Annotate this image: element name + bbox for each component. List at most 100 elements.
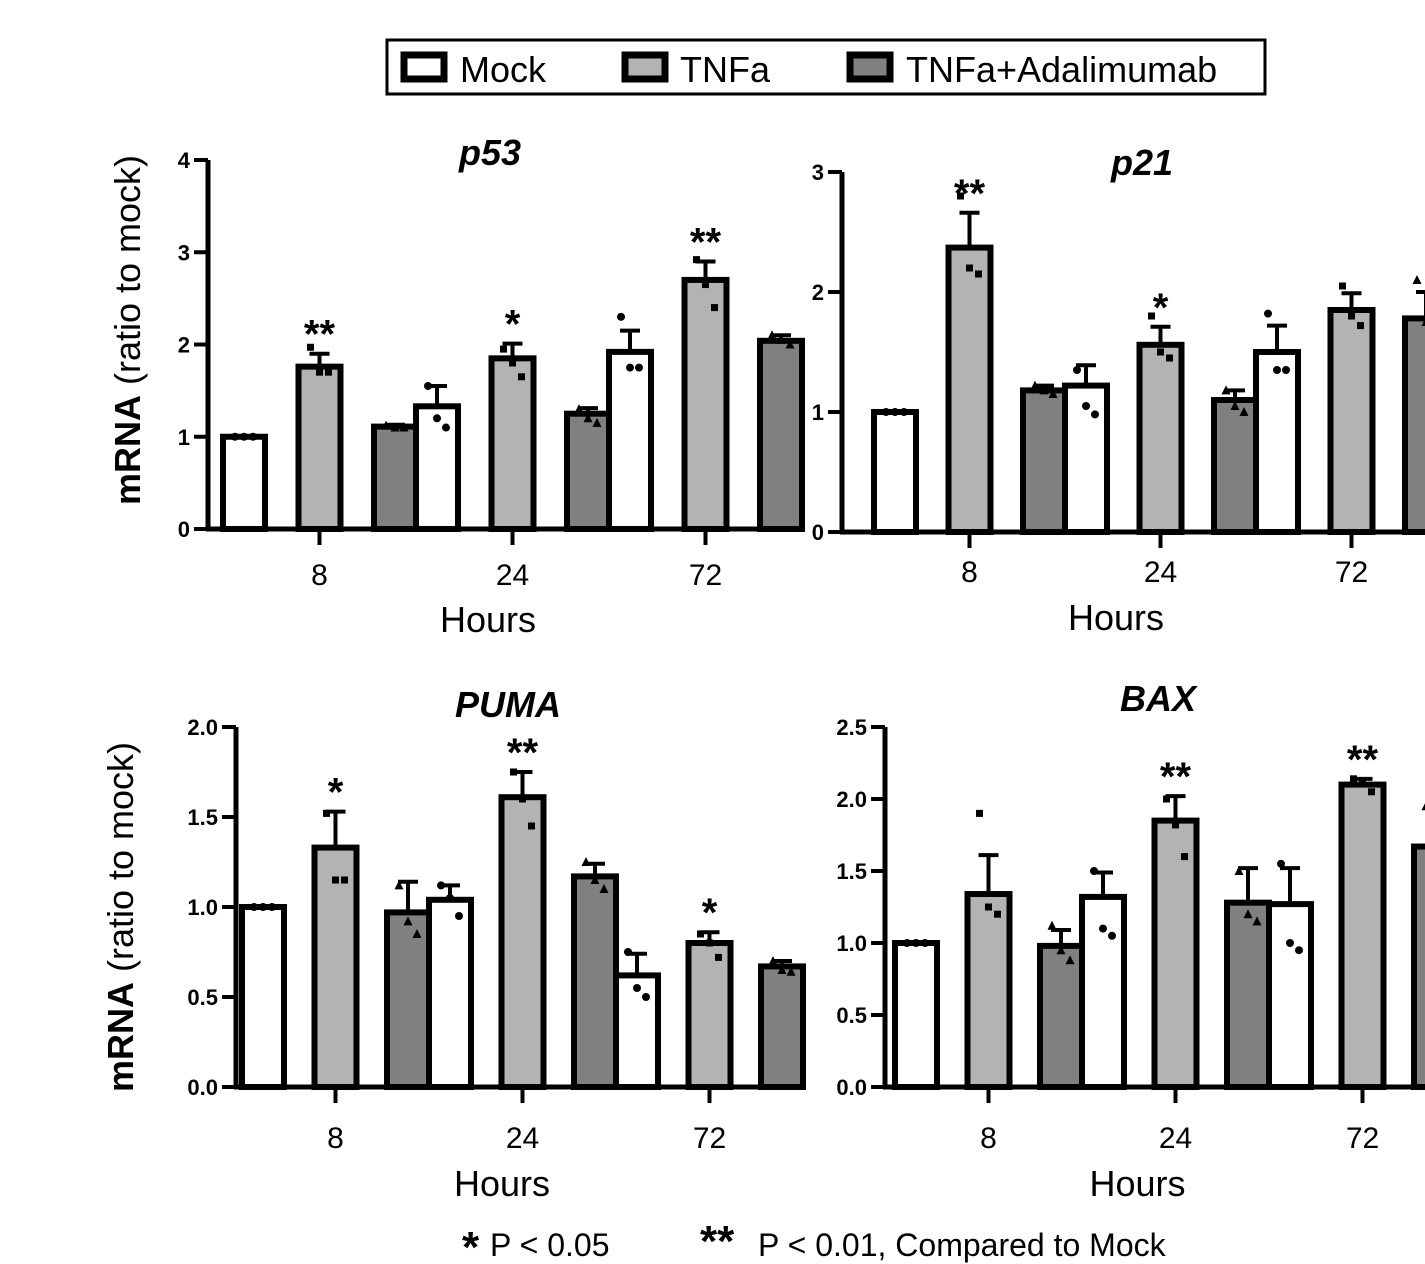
- data-point: [921, 939, 929, 947]
- bar-adalimumab: [758, 963, 806, 1091]
- data-point: [1056, 945, 1066, 955]
- x-tick-label: 8: [327, 1122, 344, 1155]
- panel-title: p53: [458, 132, 521, 173]
- x-tick-label: 8: [961, 556, 978, 589]
- data-point: [381, 420, 391, 430]
- data-point: [1282, 366, 1290, 374]
- y-tick-label: 2: [812, 280, 824, 305]
- data-point: [776, 334, 786, 344]
- data-point: [332, 876, 339, 884]
- data-point: [786, 966, 796, 976]
- bar-mock: [413, 403, 461, 532]
- data-point: [599, 884, 609, 893]
- bar-tnfa: [295, 363, 344, 533]
- data-point: [592, 417, 602, 427]
- data-point: [323, 809, 330, 817]
- data-point: [307, 343, 314, 351]
- data-point: [1277, 859, 1285, 868]
- bar-tnfa: [311, 844, 360, 1090]
- y-axis-title: mRNA (ratio to mock): [100, 742, 141, 1092]
- bar-tnfa: [1327, 307, 1376, 535]
- bar-adalimumab: [571, 873, 619, 1091]
- significance-mark: *: [505, 303, 521, 347]
- y-tick-label: 0.0: [836, 1075, 867, 1100]
- data-point: [1264, 309, 1272, 318]
- data-point: [1108, 931, 1116, 940]
- bar-mock: [871, 409, 919, 535]
- y-tick-label: 2.5: [836, 715, 867, 740]
- y-tick-label: 1.0: [187, 895, 218, 920]
- y-tick-label: 2.0: [187, 715, 218, 740]
- data-point: [1421, 319, 1425, 326]
- significance-mark: *: [1153, 286, 1169, 330]
- bar-mock: [239, 904, 287, 1090]
- y-tick-label: 1.5: [836, 859, 867, 884]
- bar-mock: [606, 348, 654, 532]
- x-tick-label: 72: [689, 559, 722, 592]
- significance-mark: *: [328, 771, 344, 815]
- footnote-single-text: P < 0.05: [490, 1227, 610, 1263]
- bar-adalimumab: [1020, 387, 1068, 535]
- significance-mark: **: [304, 313, 336, 357]
- data-point: [768, 956, 778, 965]
- bar-tnfa: [1338, 781, 1387, 1090]
- data-point: [1163, 795, 1170, 803]
- data-point: [581, 857, 591, 866]
- bar-adalimumab: [1402, 315, 1425, 535]
- panel-title: BAX: [1120, 678, 1198, 719]
- data-point: [966, 264, 973, 272]
- data-point: [1286, 939, 1294, 947]
- data-point: [518, 373, 525, 381]
- y-tick-label: 3: [178, 240, 190, 265]
- legend-label-mock: Mock: [460, 49, 547, 90]
- data-point: [1148, 312, 1155, 320]
- x-axis-title: Hours: [1089, 1163, 1185, 1204]
- bar-tnfa: [945, 244, 994, 535]
- data-point: [882, 408, 890, 416]
- legend-label-adalimumab: TNFa+Adalimumab: [906, 49, 1217, 90]
- bar-mock: [892, 940, 940, 1090]
- data-point: [412, 929, 422, 938]
- data-point: [325, 368, 332, 376]
- y-tick-label: 3: [812, 160, 824, 185]
- data-point: [891, 408, 899, 416]
- data-point: [957, 192, 964, 200]
- bar-adalimumab: [1211, 397, 1259, 535]
- data-point: [500, 345, 507, 353]
- data-point: [510, 768, 517, 776]
- data-point: [994, 910, 1001, 918]
- x-tick-label: 24: [506, 1122, 539, 1155]
- data-point: [1091, 410, 1099, 419]
- bar-tnfa: [1151, 817, 1200, 1090]
- y-tick-label: 1: [812, 400, 824, 425]
- data-point: [1348, 312, 1355, 320]
- x-tick-label: 24: [1159, 1122, 1192, 1155]
- panel-puma: PUMA 0.0 0.5 1.0 1.5 2.0 8 * 24 ** 72 * Hours mRNA (r…: [100, 684, 806, 1204]
- data-point: [574, 404, 584, 414]
- legend-swatch-adalimumab: [846, 51, 894, 83]
- data-point: [231, 432, 239, 441]
- legend-label-tnfa: TNFa: [680, 49, 771, 90]
- data-point: [903, 939, 911, 947]
- data-point: [633, 984, 641, 992]
- bar-adalimumab: [757, 337, 805, 532]
- data-point: [1421, 803, 1425, 811]
- bar-tnfa: [488, 355, 537, 532]
- data-point: [590, 875, 600, 884]
- data-point: [240, 432, 248, 441]
- legend-swatch-tnfa: [621, 51, 669, 83]
- legend-frame: [385, 38, 1267, 96]
- data-point: [1357, 322, 1364, 330]
- data-point: [250, 903, 258, 911]
- data-point: [1172, 821, 1179, 829]
- x-tick-label: 72: [693, 1122, 726, 1155]
- data-point: [1157, 348, 1164, 356]
- data-point: [715, 953, 722, 961]
- x-axis-title: Hours: [454, 1163, 550, 1204]
- data-point: [624, 948, 632, 956]
- data-point: [900, 408, 908, 416]
- bar-mock: [220, 433, 268, 532]
- panel-title: p21: [1110, 142, 1173, 183]
- x-tick-label: 8: [980, 1122, 997, 1155]
- data-point: [1221, 385, 1231, 395]
